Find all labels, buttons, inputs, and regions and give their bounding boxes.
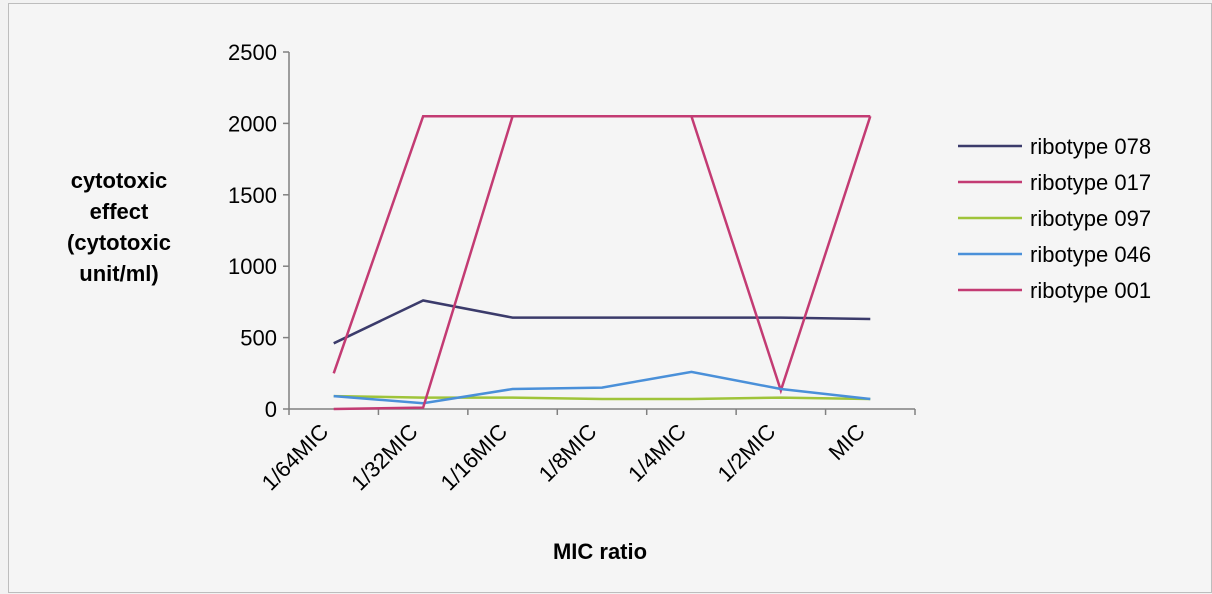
y-tick-label: 500 — [240, 326, 277, 351]
y-axis-title-line: unit/ml) — [79, 261, 158, 286]
y-tick-label: 2500 — [228, 40, 277, 65]
x-tick-label: 1/64MIC — [257, 419, 334, 496]
series-line-ribotype-001 — [333, 115, 871, 411]
series-line-ribotype-017 — [332, 115, 872, 395]
y-tick-label: 1000 — [228, 254, 277, 279]
legend-label: ribotype 078 — [1030, 134, 1151, 159]
y-ticks: 0 500 1000 1500 2000 2500 — [228, 40, 289, 422]
y-axis-title: cytotoxic effect (cytotoxic unit/ml) — [67, 168, 171, 286]
legend-label: ribotype 046 — [1030, 242, 1151, 267]
legend-label: ribotype 097 — [1030, 206, 1151, 231]
plot-area: 0 500 1000 1500 2000 2500 1/64MIC 1/32MIC 1/16M… — [228, 40, 916, 496]
y-axis-title-line: cytotoxic — [71, 168, 168, 193]
series-lines — [332, 115, 872, 411]
x-tick-label: 1/4MIC — [623, 419, 691, 487]
legend: ribotype 078 ribotype 017 ribotype 097 ribo… — [958, 134, 1151, 303]
x-tick-label: MIC — [824, 419, 870, 465]
x-tick-label: 1/8MIC — [534, 419, 602, 487]
chart-frame — [8, 3, 1212, 593]
x-ticks: 1/64MIC 1/32MIC 1/16MIC 1/8MIC 1/4MIC 1/2MIC M… — [257, 409, 916, 496]
x-axis-title: MIC ratio — [553, 539, 647, 564]
legend-label: ribotype 001 — [1030, 278, 1151, 303]
legend-label: ribotype 017 — [1030, 170, 1151, 195]
series-line-ribotype-078 — [333, 299, 871, 345]
y-axis-title-line: effect — [90, 199, 149, 224]
x-tick-label: 1/2MIC — [713, 419, 781, 487]
series-line-ribotype-046 — [333, 370, 871, 405]
x-tick-label: 1/16MIC — [436, 419, 513, 496]
y-tick-label: 2000 — [228, 111, 277, 136]
series-line-ribotype-097 — [333, 394, 871, 401]
y-axis-title-line: (cytotoxic — [67, 230, 171, 255]
y-tick-label: 0 — [265, 397, 277, 422]
y-tick-label: 1500 — [228, 183, 277, 208]
x-tick-label: 1/32MIC — [346, 419, 423, 496]
